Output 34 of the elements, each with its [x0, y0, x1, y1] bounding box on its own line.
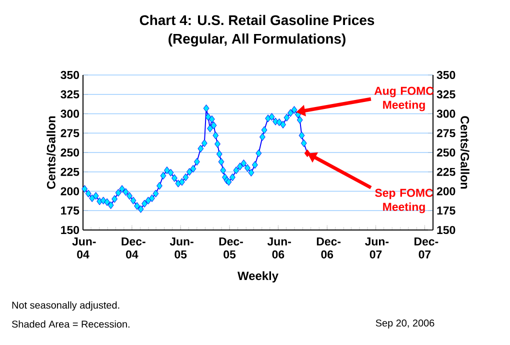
- x-tick-label: Jun-04: [72, 238, 96, 258]
- y-tick-label: 225: [60, 168, 80, 176]
- y-tick-label: 150: [61, 226, 80, 234]
- y2-axis-title: Cents/Gallon: [460, 116, 470, 189]
- y2-tick-label: 175: [437, 206, 456, 215]
- y2-tick-label: 250: [436, 148, 456, 157]
- x-tick-label: Dec-06: [316, 238, 341, 258]
- text: Sep 20, 2006: [376, 319, 434, 329]
- text: Shaded Area = Recession.: [12, 320, 130, 328]
- x-tick-label: Dec-04: [122, 238, 146, 258]
- text: Not seasonally adjusted.: [12, 301, 120, 311]
- y2-tick-label: 325: [436, 90, 456, 98]
- x-axis-title: Weekly: [238, 271, 278, 282]
- y-tick-label: 350: [60, 70, 80, 80]
- chart-subtitle: (Regular, All Formulations): [168, 33, 346, 47]
- y-tick-label: 200: [60, 187, 80, 196]
- y2-tick-label: 350: [436, 70, 456, 80]
- x-tick-label: Dec-07: [414, 238, 438, 258]
- y2-tick-label: 225: [436, 168, 456, 176]
- y-axis-title: Cents/Gallon: [46, 116, 56, 189]
- y2-tick-label: 200: [436, 187, 456, 196]
- y2-tick-label: 300: [436, 110, 456, 118]
- x-tick-label: Jun-05: [170, 238, 194, 258]
- x-tick-label: Jun-07: [365, 238, 389, 258]
- y-tick-label: 250: [60, 148, 80, 157]
- y-tick-label: 300: [60, 110, 80, 118]
- chart-title: Chart 4: U.S. Retail Gasoline Prices: [140, 14, 374, 26]
- y-tick-label: 325: [60, 90, 80, 98]
- y2-tick-label: 150: [437, 226, 456, 234]
- y-tick-label: 275: [60, 129, 80, 138]
- x-tick-label: Dec-05: [219, 238, 243, 258]
- x-tick-label: Jun-06: [267, 238, 291, 258]
- y-tick-label: 175: [61, 206, 80, 215]
- y2-tick-label: 275: [436, 129, 456, 138]
